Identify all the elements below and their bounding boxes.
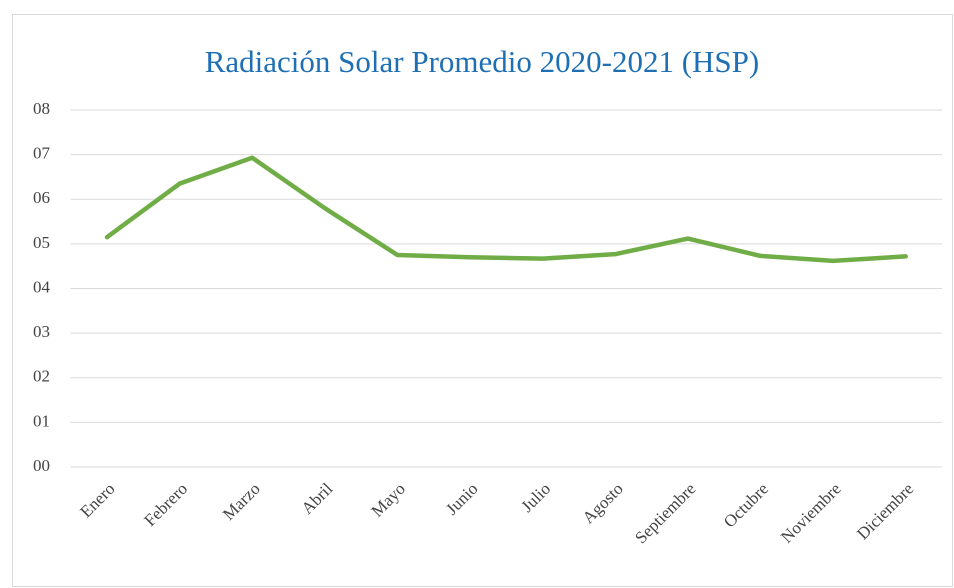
y-tick-label: 08 xyxy=(33,99,50,118)
y-tick-label: 00 xyxy=(33,456,50,475)
y-tick-label: 05 xyxy=(33,233,50,252)
y-tick-label: 06 xyxy=(33,188,50,207)
y-tick-label: 07 xyxy=(33,144,51,163)
line xyxy=(104,155,908,264)
y-tick-label: 01 xyxy=(33,411,50,430)
chart-title: Radiación Solar Promedio 2020-2021 (HSP) xyxy=(205,44,760,79)
y-tick-label: 04 xyxy=(33,277,51,296)
y-tick-label: 03 xyxy=(33,322,50,341)
y-tick-label: 02 xyxy=(33,367,50,386)
